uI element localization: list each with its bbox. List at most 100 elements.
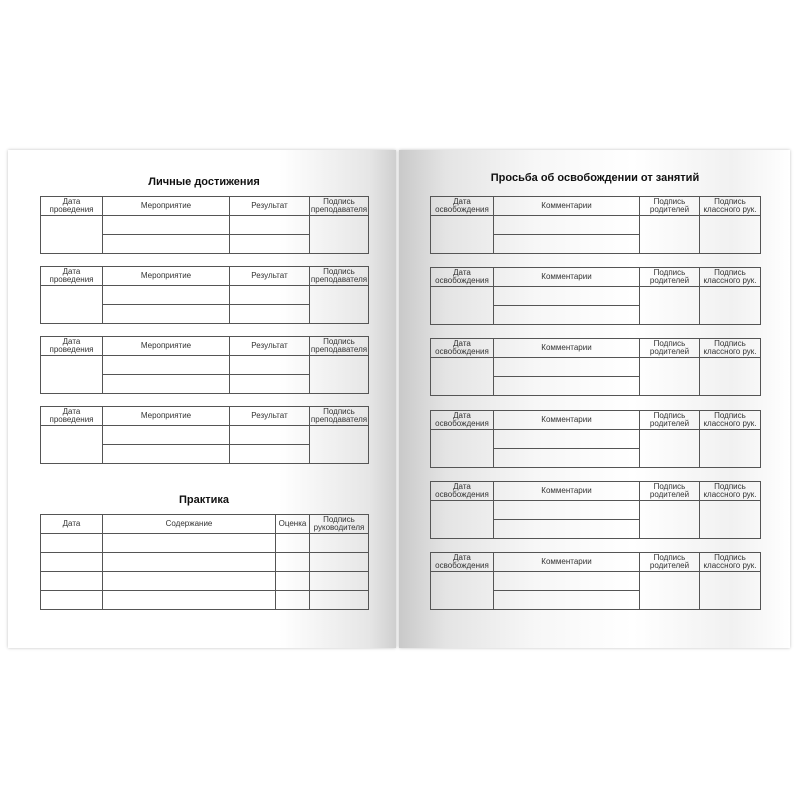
header-cell: Подпись преподавателя [309,336,369,356]
teacher-signature-cell[interactable] [699,499,761,539]
parent-signature-cell[interactable] [639,357,700,397]
header-cell: Подпись классного рук. [699,196,761,216]
date-cell[interactable] [40,571,103,591]
comment-cell[interactable] [493,286,640,307]
signature-cell[interactable] [309,355,369,394]
header-cell: Результат [229,406,310,426]
result-cell[interactable] [229,374,310,394]
date-cell[interactable] [40,285,103,324]
date-cell[interactable] [430,357,494,397]
absence-table: Дата освобождения Комментарии Подпись роди… [430,480,761,539]
date-cell[interactable] [40,355,103,394]
event-cell[interactable] [102,234,230,254]
header-cell: Комментарии [493,409,640,430]
content-cell[interactable] [102,552,276,572]
date-cell[interactable] [40,533,103,553]
header-cell: Подпись родителей [639,409,700,430]
signature-cell[interactable] [309,285,369,324]
date-cell[interactable] [430,286,494,326]
header-cell: Подпись родителей [639,338,700,359]
header-cell: Дата проведения [40,336,103,356]
result-cell[interactable] [229,285,310,305]
table-row [40,533,369,553]
parent-signature-cell[interactable] [639,286,700,326]
parent-signature-cell[interactable] [639,428,700,468]
table-row [41,374,369,394]
date-cell[interactable] [430,499,494,539]
comment-cell[interactable] [493,357,640,378]
result-cell[interactable] [229,444,310,464]
date-cell[interactable] [40,425,103,464]
header-cell: Подпись родителей [639,196,700,216]
parent-signature-cell[interactable] [639,215,700,254]
table-header-row: Дата проведения Мероприятие Результат Подпи… [40,336,369,356]
grade-cell[interactable] [275,533,310,553]
event-cell[interactable] [102,304,230,324]
comment-cell[interactable] [493,428,640,449]
header-cell: Подпись классного рук. [699,480,761,501]
result-cell[interactable] [229,215,310,235]
comment-cell[interactable] [493,215,640,235]
table-row [431,590,761,610]
result-cell[interactable] [229,425,310,445]
event-cell[interactable] [102,215,230,235]
header-cell: Комментарии [493,480,640,501]
parent-signature-cell[interactable] [639,571,700,610]
header-cell: Комментарии [493,338,640,359]
parent-signature-cell[interactable] [639,499,700,539]
comment-cell[interactable] [493,234,640,254]
date-cell[interactable] [430,215,494,254]
teacher-signature-cell[interactable] [699,428,761,468]
content-cell[interactable] [102,533,276,553]
absence-title: Просьба об освобождении от занятий [490,172,700,184]
signature-cell[interactable] [309,552,369,572]
teacher-signature-cell[interactable] [699,286,761,326]
table-header-row: Дата освобождения Комментарии Подпись роди… [430,338,761,359]
event-cell[interactable] [102,355,230,375]
event-cell[interactable] [102,425,230,445]
teacher-signature-cell[interactable] [699,571,761,610]
grade-cell[interactable] [275,552,310,572]
comment-cell[interactable] [493,305,640,326]
signature-cell[interactable] [309,215,369,254]
table-header-row: Дата Содержание Оценка Подпись руководителя [40,514,369,534]
result-cell[interactable] [229,304,310,324]
date-cell[interactable] [40,215,103,254]
header-cell: Подпись родителей [639,267,700,288]
comment-cell[interactable] [493,590,640,610]
header-cell: Дата [40,514,103,534]
date-cell[interactable] [40,552,103,572]
header-cell: Дата освобождения [430,267,494,288]
achievement-table: Дата проведения Мероприятие Результат Подпи… [40,336,369,394]
comment-cell[interactable] [493,518,640,539]
header-cell: Дата освобождения [430,338,494,359]
content-cell[interactable] [102,571,276,591]
date-cell[interactable] [430,571,494,610]
comment-cell[interactable] [493,376,640,397]
header-cell: Дата освобождения [430,480,494,501]
table-row [430,215,761,254]
grade-cell[interactable] [275,571,310,591]
event-cell[interactable] [102,374,230,394]
comment-cell[interactable] [493,499,640,520]
comment-cell[interactable] [493,447,640,468]
grade-cell[interactable] [275,590,310,610]
event-cell[interactable] [102,285,230,305]
result-cell[interactable] [229,234,310,254]
result-cell[interactable] [229,355,310,375]
date-cell[interactable] [430,428,494,468]
header-cell: Подпись преподавателя [309,406,369,426]
content-cell[interactable] [102,590,276,610]
header-cell: Подпись руководителя [309,514,369,534]
signature-cell[interactable] [309,590,369,610]
header-cell: Подпись классного рук. [699,409,761,430]
event-cell[interactable] [102,444,230,464]
signature-cell[interactable] [309,571,369,591]
comment-cell[interactable] [493,571,640,591]
date-cell[interactable] [40,590,103,610]
signature-cell[interactable] [309,425,369,464]
signature-cell[interactable] [309,533,369,553]
teacher-signature-cell[interactable] [699,215,761,254]
absence-table: Дата освобождения Комментарии Подпись роди… [430,409,761,468]
teacher-signature-cell[interactable] [699,357,761,397]
